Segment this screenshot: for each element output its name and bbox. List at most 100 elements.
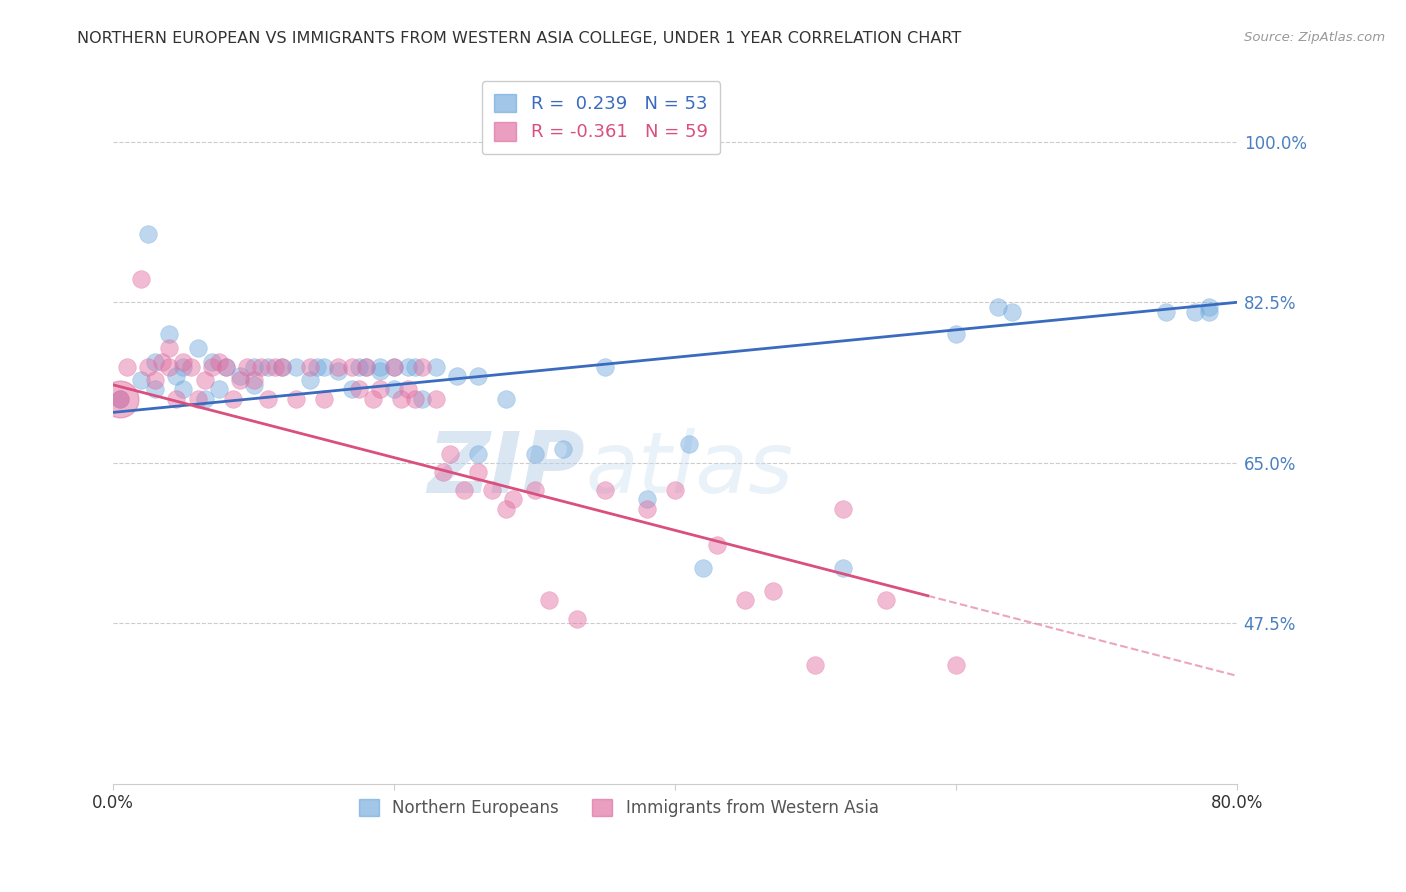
Point [256,359,278,374]
Point [145,373,167,387]
Point [404,392,426,406]
Point [242,359,264,374]
Point [166,392,188,406]
Point [256,392,278,406]
Point [214,359,236,374]
Point [159,359,181,374]
Point [404,359,426,374]
Point [340,383,363,397]
Point [425,392,447,406]
Point [228,368,250,383]
Point [706,538,728,552]
Point [1198,304,1220,318]
Point [186,392,208,406]
Point [636,492,658,507]
Point [382,359,405,374]
Point [172,359,194,374]
Point [131,373,153,387]
Point [467,447,489,461]
Point [1001,304,1024,318]
Point [298,373,321,387]
Point [284,359,307,374]
Point [593,483,616,498]
Point [263,359,285,374]
Point [439,447,461,461]
Point [166,368,188,383]
Point [242,377,264,392]
Point [117,359,139,374]
Point [110,392,132,406]
Point [432,465,454,479]
Point [368,383,391,397]
Point [145,355,167,369]
Point [945,327,967,342]
Point [832,561,855,575]
Point [249,359,271,374]
Point [565,612,588,626]
Point [354,359,377,374]
Legend: Northern Europeans, Immigrants from Western Asia: Northern Europeans, Immigrants from West… [350,790,887,825]
Point [1184,304,1206,318]
Point [593,359,616,374]
Point [551,442,574,456]
Point [193,373,215,387]
Point [340,359,363,374]
Point [354,359,377,374]
Point [636,501,658,516]
Point [481,483,503,498]
Point [396,383,419,397]
Text: Source: ZipAtlas.com: Source: ZipAtlas.com [1244,31,1385,45]
Point [875,593,897,607]
Y-axis label: College, Under 1 year: College, Under 1 year [0,335,8,516]
Point [200,359,222,374]
Point [425,359,447,374]
Point [207,355,229,369]
Point [284,392,307,406]
Point [467,368,489,383]
Text: atlas: atlas [585,427,793,510]
Point [411,392,433,406]
Point [987,300,1010,314]
Point [207,383,229,397]
Point [214,359,236,374]
Point [495,392,517,406]
Point [411,359,433,374]
Point [270,359,292,374]
Point [523,483,546,498]
Point [692,561,714,575]
Point [186,341,208,355]
Point [298,359,321,374]
Point [361,392,384,406]
Point [945,657,967,672]
Point [495,501,517,516]
Point [537,593,560,607]
Point [446,368,468,383]
Point [1198,300,1220,314]
Point [664,483,686,498]
Point [368,359,391,374]
Point [396,359,419,374]
Point [138,227,160,241]
Point [312,392,335,406]
Point [368,364,391,378]
Point [1156,304,1178,318]
Point [270,359,292,374]
Point [152,355,174,369]
Point [347,383,370,397]
Point [389,392,412,406]
Point [242,373,264,387]
Point [110,392,132,406]
Point [138,359,160,374]
Point [110,392,132,406]
Point [347,359,370,374]
Point [159,327,181,342]
Point [172,355,194,369]
Point [502,492,524,507]
Point [159,341,181,355]
Text: NORTHERN EUROPEAN VS IMMIGRANTS FROM WESTERN ASIA COLLEGE, UNDER 1 YEAR CORRELAT: NORTHERN EUROPEAN VS IMMIGRANTS FROM WES… [77,31,962,46]
Point [179,359,201,374]
Point [382,359,405,374]
Point [235,359,257,374]
Point [193,392,215,406]
Point [326,359,349,374]
